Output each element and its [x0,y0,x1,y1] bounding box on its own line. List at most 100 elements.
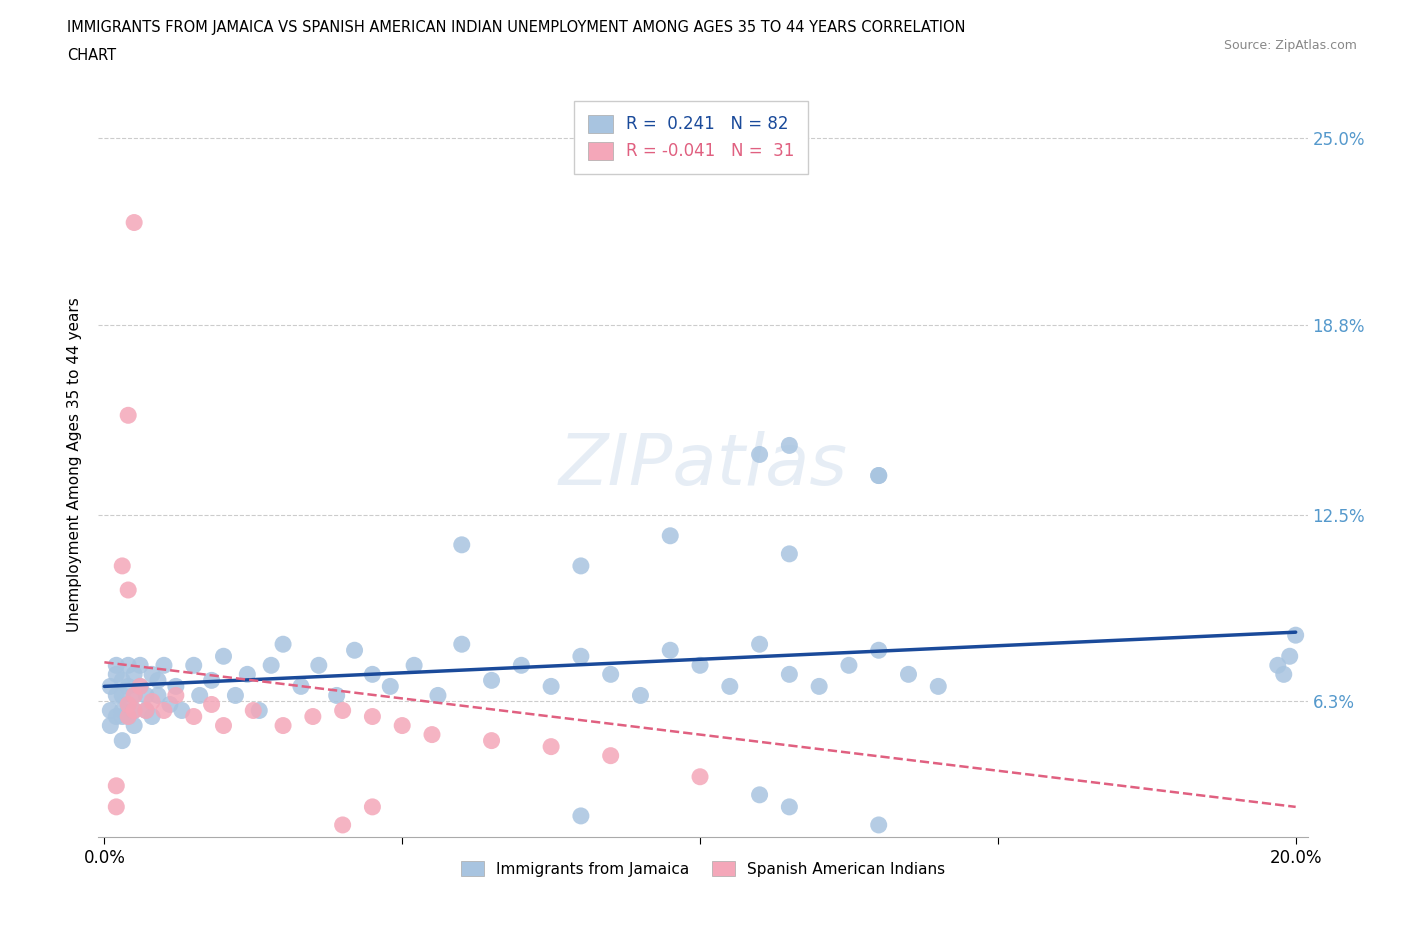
Point [540,679,562,694]
Point [778,547,800,562]
Point [122,215,145,230]
Point [481,733,503,748]
Point [897,667,920,682]
Point [630,688,652,703]
Point [271,637,294,652]
Point [1267,658,1289,672]
Point [748,447,770,462]
Point [450,538,472,552]
Point [332,703,354,718]
Y-axis label: Unemployment Among Ages 35 to 44 years: Unemployment Among Ages 35 to 44 years [67,298,83,632]
Point [111,733,134,748]
Point [117,679,139,694]
Point [450,637,472,652]
Point [290,679,312,694]
Point [1285,628,1308,643]
Point [212,649,235,664]
Point [183,658,205,672]
Text: IMMIGRANTS FROM JAMAICA VS SPANISH AMERICAN INDIAN UNEMPLOYMENT AMONG AGES 35 TO: IMMIGRANTS FROM JAMAICA VS SPANISH AMERI… [67,20,966,35]
Point [105,709,128,724]
Point [599,749,621,764]
Point [224,688,246,703]
Point [778,438,800,453]
Point [391,718,413,733]
Point [135,703,157,718]
Point [98,718,121,733]
Point [117,408,139,423]
Point [117,697,139,711]
Point [260,658,283,672]
Point [236,667,259,682]
Point [361,800,384,815]
Text: ZIPatlas: ZIPatlas [558,431,848,499]
Point [141,667,163,682]
Text: CHART: CHART [67,48,117,63]
Text: Source: ZipAtlas.com: Source: ZipAtlas.com [1223,39,1357,52]
Point [718,679,741,694]
Point [1278,649,1301,664]
Point [748,637,770,652]
Point [247,703,270,718]
Point [212,718,235,733]
Point [659,643,682,658]
Point [117,697,139,711]
Point [569,649,592,664]
Point [778,667,800,682]
Point [122,718,145,733]
Point [146,673,169,688]
Point [98,679,121,694]
Point [778,800,800,815]
Point [927,679,949,694]
Point [308,658,330,672]
Point [105,667,128,682]
Point [159,697,181,711]
Point [188,688,211,703]
Point [200,673,222,688]
Point [105,658,128,672]
Point [170,703,193,718]
Point [111,559,134,574]
Point [748,788,770,803]
Point [117,709,139,724]
Point [153,703,176,718]
Point [380,679,402,694]
Point [141,694,163,709]
Point [117,709,139,724]
Point [510,658,533,672]
Point [129,658,152,672]
Point [183,709,205,724]
Point [135,688,157,703]
Point [122,688,145,703]
Point [868,468,890,483]
Point [165,688,187,703]
Point [569,559,592,574]
Point [122,688,145,703]
Point [569,808,592,823]
Point [1272,667,1295,682]
Point [868,468,890,483]
Point [129,679,152,694]
Point [838,658,860,672]
Point [105,778,128,793]
Point [325,688,347,703]
Point [361,667,384,682]
Point [117,582,139,597]
Legend: Immigrants from Jamaica, Spanish American Indians: Immigrants from Jamaica, Spanish America… [454,855,952,883]
Point [868,817,890,832]
Point [404,658,426,672]
Point [420,727,443,742]
Point [271,718,294,733]
Point [868,643,890,658]
Point [332,817,354,832]
Point [242,703,264,718]
Point [689,769,711,784]
Point [117,658,139,672]
Point [343,643,366,658]
Point [129,679,152,694]
Point [481,673,503,688]
Point [111,709,134,724]
Point [98,703,121,718]
Point [111,703,134,718]
Point [122,703,145,718]
Point [146,688,169,703]
